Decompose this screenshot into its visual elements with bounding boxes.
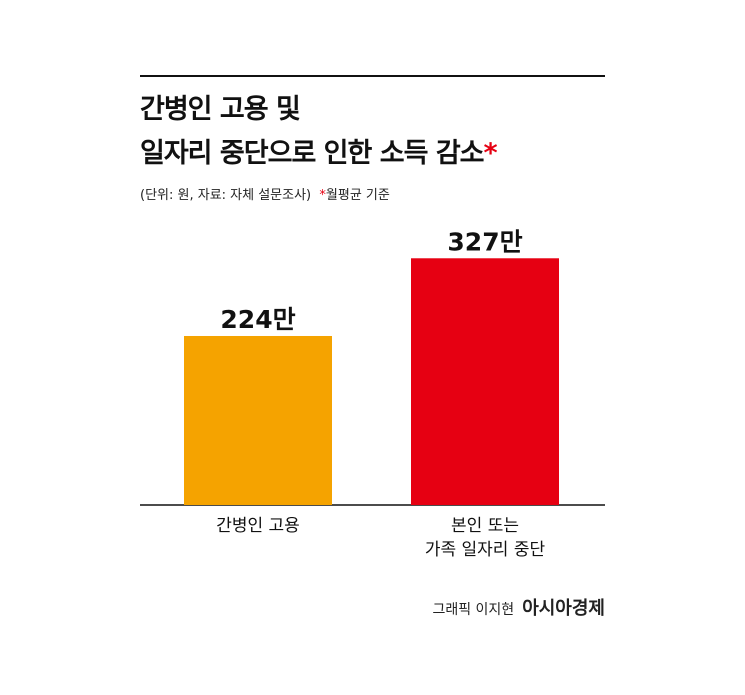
value-label: 327만 [447, 227, 522, 256]
value-label: 224만 [220, 305, 295, 334]
x-tick-label: 본인 또는 가족 일자리 중단 [424, 516, 546, 560]
credit-block: 그래픽 이지현 아시아경제 [432, 594, 605, 620]
title-mark: * [483, 138, 498, 169]
publisher: 아시아경제 [522, 598, 605, 619]
note: 월평균 기준 [325, 188, 390, 203]
bar [411, 258, 559, 505]
chart-title-block: 간병인 고용 및 일자리 중단으로 인한 소득 감소* [140, 88, 498, 176]
subtitle-block: (단위: 원, 자료: 자체 설문조사) *월평균 기준 [140, 184, 390, 203]
subtitle: (단위: 원, 자료: 자체 설문조사) [140, 188, 312, 203]
chart-title: 간병인 고용 및 일자리 중단으로 인한 소득 감소 [140, 94, 485, 169]
note-mark: * [319, 188, 326, 203]
credit: 그래픽 이지현 [432, 602, 515, 618]
x-tick-label: 간병인 고용 [216, 516, 300, 536]
bar [184, 335, 332, 505]
